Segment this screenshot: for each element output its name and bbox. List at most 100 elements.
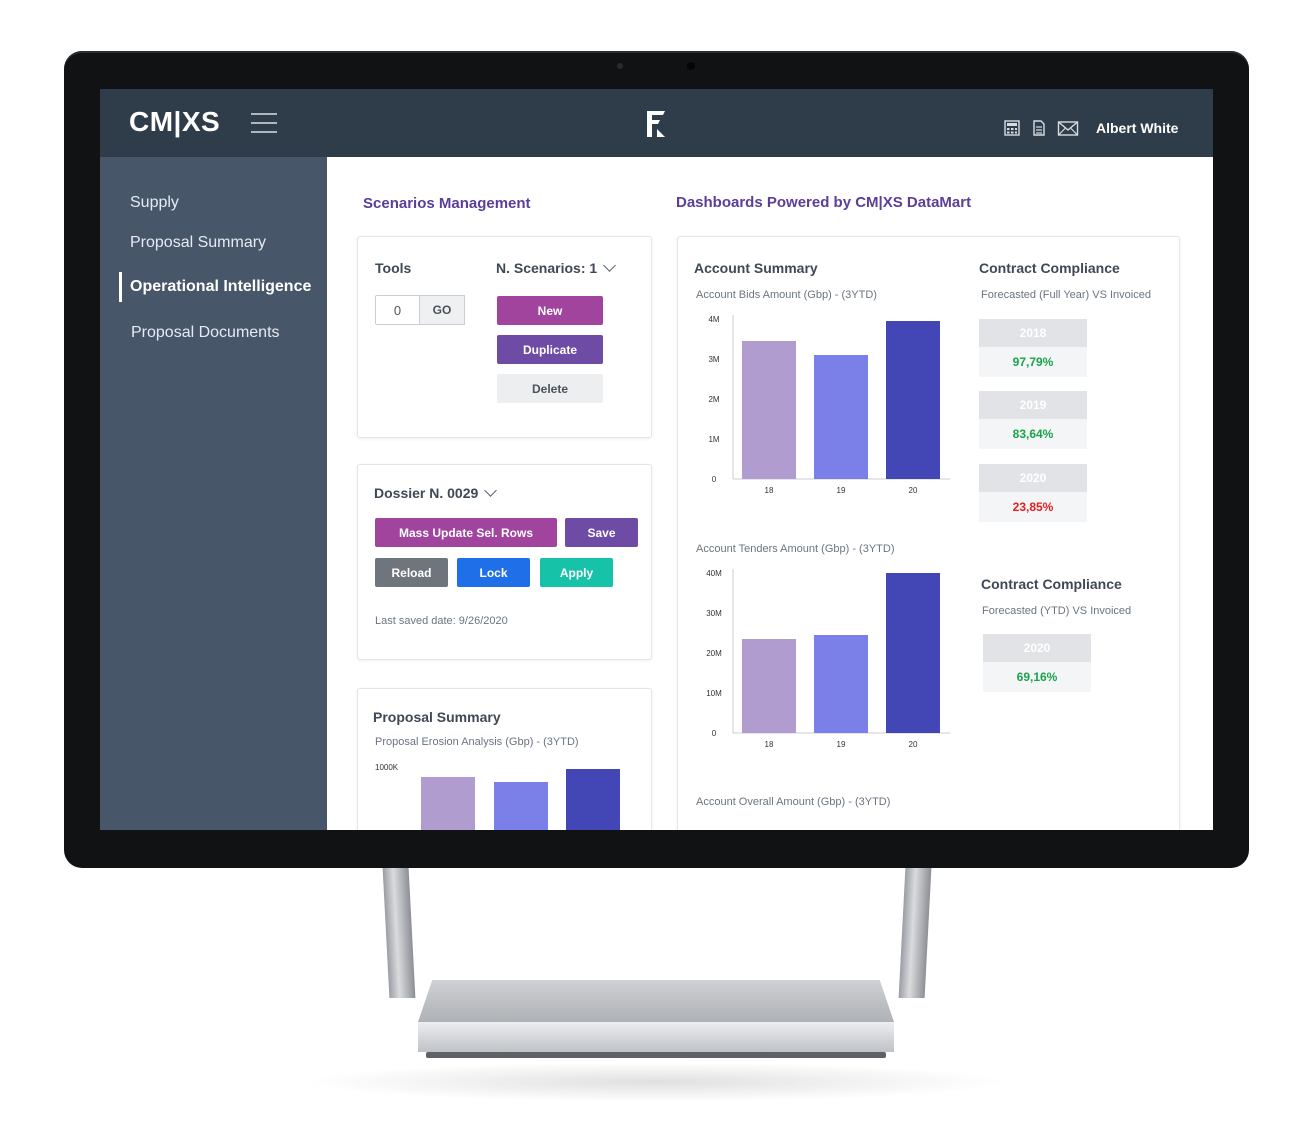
header-icons: [1003, 119, 1079, 137]
compliance-2018: 2018 97,79%: [979, 319, 1087, 377]
bar-20: [886, 321, 940, 479]
compliance-value: 69,16%: [983, 662, 1091, 692]
x-tick-label: 20: [909, 740, 918, 749]
sidebar-item-proposal-summary[interactable]: Proposal Summary: [130, 234, 267, 251]
overall-chart-subtitle: Account Overall Amount (Gbp) - (3YTD): [696, 796, 891, 808]
n-scenarios-dropdown[interactable]: N. Scenarios: 1: [496, 259, 617, 276]
y-tick-label: 0: [712, 475, 717, 484]
compliance-year: 2019: [979, 391, 1087, 419]
compliance-full-year-title: Contract Compliance: [979, 260, 1120, 276]
stand-base-shadow: [426, 1052, 886, 1058]
tools-card: Tools N. Scenarios: 1 GO New Duplicate D…: [357, 236, 652, 438]
user-name[interactable]: Albert White: [1096, 120, 1179, 136]
sidebar-active-indicator: [119, 272, 122, 302]
bar: [494, 782, 548, 830]
bids-chart-subtitle: Account Bids Amount (Gbp) - (3YTD): [696, 289, 877, 301]
app-logo[interactable]: CM|XS: [129, 106, 221, 137]
calculator-icon[interactable]: [1003, 119, 1021, 137]
compliance-year: 2018: [979, 319, 1087, 347]
brand-logo-icon: [647, 111, 665, 137]
delete-button[interactable]: Delete: [497, 374, 603, 403]
y-tick-label: 10M: [706, 689, 722, 698]
save-button[interactable]: Save: [565, 518, 638, 547]
compliance-value: 23,85%: [979, 492, 1087, 522]
sidebar-item-supply[interactable]: Supply: [130, 194, 179, 211]
proposal-summary-subtitle: Proposal Erosion Analysis (Gbp) - (3YTD): [375, 736, 579, 748]
account-summary-title: Account Summary: [694, 260, 818, 276]
proposal-erosion-chart: 1000K: [375, 763, 620, 830]
monitor-stand-base: [418, 980, 894, 1074]
x-tick-label: 19: [837, 740, 846, 749]
reload-button[interactable]: Reload: [375, 558, 448, 587]
y-tick-label: 0: [712, 729, 717, 738]
hamburger-menu-icon[interactable]: [251, 113, 277, 133]
scenario-number-input[interactable]: [375, 295, 420, 325]
x-tick-label: 20: [909, 486, 918, 495]
bar-20: [886, 573, 940, 733]
y-tick-label: 2M: [708, 395, 719, 404]
y-tick-label: 30M: [706, 609, 722, 618]
compliance-value: 97,79%: [979, 347, 1087, 377]
stand-leg-right: [898, 868, 932, 998]
tools-title: Tools: [375, 260, 412, 276]
duplicate-button[interactable]: Duplicate: [497, 335, 603, 364]
chevron-down-icon: [484, 484, 498, 497]
n-scenarios-label: N. Scenarios: 1: [496, 260, 598, 276]
lock-button[interactable]: Lock: [457, 558, 530, 587]
floor-shadow: [300, 1062, 1010, 1102]
y-tick-label: 3M: [708, 355, 719, 364]
bar-18: [742, 639, 796, 733]
camera-dot: [617, 63, 623, 69]
apply-button[interactable]: Apply: [540, 558, 613, 587]
y-tick-label: 1000K: [375, 763, 399, 772]
compliance-value: 83,64%: [979, 419, 1087, 449]
account-bids-chart: 0 1M 2M 3M 4M 18 19 20: [708, 315, 950, 495]
scenarios-management-title: Scenarios Management: [363, 195, 531, 212]
mass-update-button[interactable]: Mass Update Sel. Rows: [375, 518, 557, 547]
dashboards-title: Dashboards Powered by CM|XS DataMart: [676, 194, 972, 211]
bar-18: [742, 341, 796, 479]
compliance-year: 2020: [979, 464, 1087, 492]
go-button[interactable]: GO: [420, 295, 465, 325]
camera-lens: [687, 62, 695, 70]
compliance-full-year-subtitle: Forecasted (Full Year) VS Invoiced: [981, 289, 1151, 301]
x-tick-label: 19: [837, 486, 846, 495]
bar-19: [814, 635, 868, 733]
compliance-ytd-title: Contract Compliance: [981, 576, 1122, 592]
chevron-down-icon: [603, 259, 617, 272]
new-button[interactable]: New: [497, 296, 603, 325]
document-icon[interactable]: [1030, 119, 1048, 137]
screen: CM|XS Albert Whi: [100, 89, 1213, 830]
dashboards-card: Account Summary Account Bids Amount (Gbp…: [677, 236, 1180, 830]
y-tick-label: 20M: [706, 649, 722, 658]
main-content: Scenarios Management Dashboards Powered …: [327, 157, 1213, 830]
bar: [566, 769, 620, 830]
x-tick-label: 18: [765, 486, 774, 495]
proposal-summary-title: Proposal Summary: [373, 709, 501, 725]
dossier-title: Dossier N. 0029: [374, 485, 479, 501]
compliance-ytd-2020: 2020 69,16%: [983, 634, 1091, 692]
stand-leg-left: [382, 868, 416, 998]
dossier-card: Dossier N. 0029 Mass Update Sel. Rows Sa…: [357, 464, 652, 660]
account-tenders-chart: 0 10M 20M 30M 40M 18 19 20: [706, 569, 950, 749]
sidebar-item-operational-intelligence[interactable]: Operational Intelligence: [130, 278, 312, 295]
x-tick-label: 18: [765, 740, 774, 749]
dossier-dropdown[interactable]: Dossier N. 0029: [374, 484, 498, 501]
compliance-2019: 2019 83,64%: [979, 391, 1087, 449]
y-tick-label: 4M: [708, 315, 719, 324]
tenders-chart-subtitle: Account Tenders Amount (Gbp) - (3YTD): [696, 543, 895, 555]
compliance-ytd-subtitle: Forecasted (YTD) VS Invoiced: [982, 605, 1132, 617]
stand-base-top: [418, 980, 894, 1022]
bar: [421, 777, 475, 830]
mail-icon[interactable]: [1057, 119, 1079, 137]
compliance-year: 2020: [983, 634, 1091, 662]
compliance-2020: 2020 23,85%: [979, 464, 1087, 522]
proposal-summary-card: Proposal Summary Proposal Erosion Analys…: [357, 688, 652, 830]
app-header: CM|XS Albert Whi: [100, 89, 1213, 157]
sidebar: Supply Proposal Summary Operational Inte…: [100, 157, 327, 830]
sidebar-item-proposal-documents[interactable]: Proposal Documents: [131, 324, 280, 341]
y-tick-label: 40M: [706, 569, 722, 578]
last-saved-date: Last saved date: 9/26/2020: [375, 615, 508, 627]
stand-base-front: [418, 1022, 894, 1052]
y-tick-label: 1M: [708, 435, 719, 444]
